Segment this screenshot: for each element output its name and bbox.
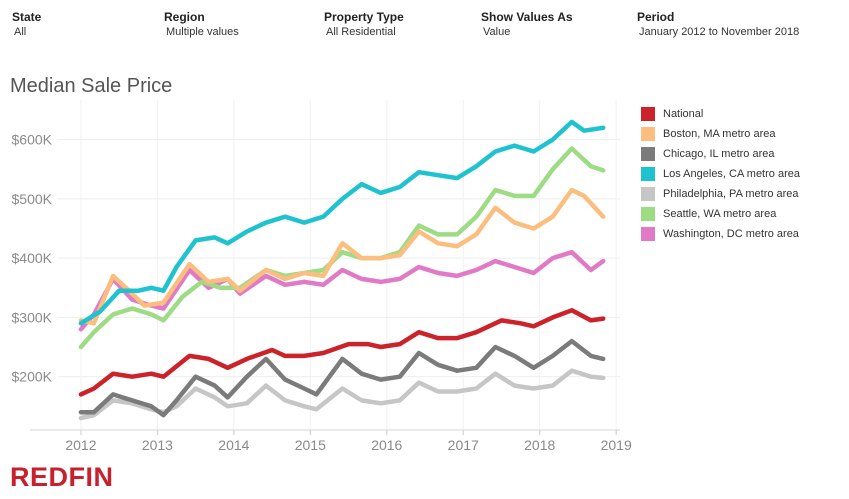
filter-state-label: State bbox=[12, 10, 42, 24]
legend-label: National bbox=[663, 108, 704, 120]
gridlines bbox=[58, 100, 620, 430]
series-line-los-angeles-ca-metro-area[interactable] bbox=[78, 119, 606, 326]
legend-swatch bbox=[641, 207, 655, 221]
filter-bar: State All Region Multiple values Propert… bbox=[0, 10, 849, 42]
legend-swatch bbox=[641, 107, 655, 121]
series-lines bbox=[78, 119, 606, 421]
y-tick-label: $600K bbox=[12, 132, 53, 148]
x-tick-label: 2013 bbox=[142, 437, 173, 453]
legend-label: Los Angeles, CA metro area bbox=[663, 168, 800, 180]
chart-title: Median Sale Price bbox=[10, 75, 173, 97]
y-tick-label: $300K bbox=[12, 309, 53, 325]
filter-region[interactable]: Region Multiple values bbox=[164, 10, 239, 38]
legend-swatch bbox=[641, 227, 655, 241]
series-line-boston-ma-metro-area[interactable] bbox=[78, 187, 606, 326]
legend-swatch bbox=[641, 147, 655, 161]
filter-region-label: Region bbox=[164, 10, 205, 24]
y-tick-label: $400K bbox=[12, 250, 53, 266]
filter-property-type[interactable]: Property Type All Residential bbox=[324, 10, 404, 38]
filter-property-type-value[interactable]: All Residential bbox=[326, 26, 396, 38]
series-line-chicago-il-metro-area[interactable] bbox=[78, 338, 606, 418]
legend-label: Chicago, IL metro area bbox=[663, 148, 775, 160]
legend-label: Seattle, WA metro area bbox=[663, 208, 777, 220]
y-tick-label: $200K bbox=[12, 369, 53, 385]
filter-period[interactable]: Period January 2012 to November 2018 bbox=[637, 10, 799, 38]
filter-region-value[interactable]: Multiple values bbox=[166, 26, 239, 38]
legend-item-seattle-wa-metro-area[interactable]: Seattle, WA metro area bbox=[641, 204, 846, 224]
legend-item-washington-dc-metro-area[interactable]: Washington, DC metro area bbox=[641, 224, 846, 244]
legend-item-los-angeles-ca-metro-area[interactable]: Los Angeles, CA metro area bbox=[641, 164, 846, 184]
filter-state-value[interactable]: All bbox=[14, 26, 27, 38]
x-tick-label: 2018 bbox=[524, 437, 555, 453]
legend-label: Washington, DC metro area bbox=[663, 228, 799, 240]
filter-show-values-as-label: Show Values As bbox=[481, 10, 573, 24]
legend: National Boston, MA metro area Chicago, IL… bbox=[641, 104, 846, 244]
filter-show-values-as-value[interactable]: Value bbox=[483, 26, 511, 38]
x-tick-label: 2014 bbox=[218, 437, 249, 453]
legend-item-boston-ma-metro-area[interactable]: Boston, MA metro area bbox=[641, 124, 846, 144]
filter-period-label: Period bbox=[637, 10, 675, 24]
legend-swatch bbox=[641, 187, 655, 201]
filter-period-value[interactable]: January 2012 to November 2018 bbox=[639, 26, 800, 38]
series-line-seattle-wa-metro-area[interactable] bbox=[78, 146, 606, 350]
redfin-logo: REDFIN bbox=[10, 462, 114, 492]
legend-item-national[interactable]: National bbox=[641, 104, 846, 124]
x-tick-label: 2015 bbox=[295, 437, 326, 453]
filter-show-values-as[interactable]: Show Values As Value bbox=[481, 10, 573, 38]
legend-swatch bbox=[641, 127, 655, 141]
legend-label: Philadelphia, PA metro area bbox=[663, 188, 799, 200]
x-tick-label: 2019 bbox=[601, 437, 632, 453]
legend-label: Boston, MA metro area bbox=[663, 128, 776, 140]
axes: $200K $300K $400K $500K $600K 2012 2013 2014 201… bbox=[12, 132, 632, 453]
legend-item-chicago-il-metro-area[interactable]: Chicago, IL metro area bbox=[641, 144, 846, 164]
x-tick-label: 2016 bbox=[371, 437, 402, 453]
legend-swatch bbox=[641, 167, 655, 181]
x-tick-label: 2012 bbox=[65, 437, 96, 453]
filter-state[interactable]: State All bbox=[12, 10, 41, 38]
line-chart: $200K $300K $400K $500K $600K 2012 2013 2014 201… bbox=[12, 100, 632, 453]
series-line-washington-dc-metro-area[interactable] bbox=[78, 249, 606, 332]
y-tick-label: $500K bbox=[12, 191, 53, 207]
filter-property-type-label: Property Type bbox=[324, 10, 404, 24]
series-line-national[interactable] bbox=[78, 308, 606, 397]
x-tick-label: 2017 bbox=[448, 437, 479, 453]
legend-item-philadelphia-pa-metro-area[interactable]: Philadelphia, PA metro area bbox=[641, 184, 846, 204]
